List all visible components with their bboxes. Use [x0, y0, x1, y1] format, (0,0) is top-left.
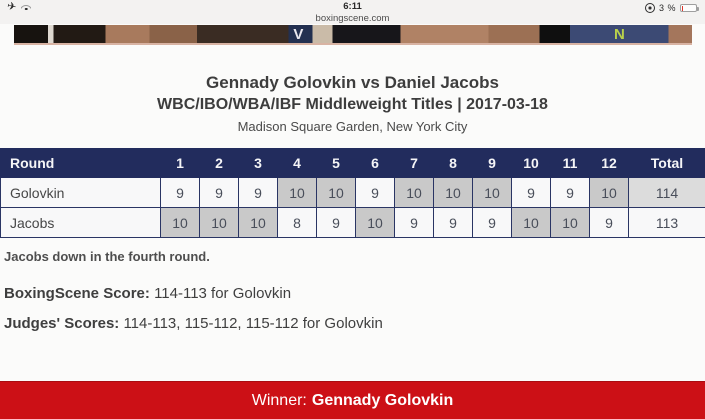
round-score-cell: 10 — [433, 177, 473, 208]
judges-scores-label: Judges' Scores: — [4, 315, 120, 332]
scorecard-header-round: Round — [0, 148, 161, 178]
fight-header: Gennady Golovkin vs Daniel Jacobs WBC/IB… — [0, 71, 705, 137]
status-bar: ✈ 6:11 boxingscene.com 3 % — [0, 0, 705, 24]
fight-venue: Madison Square Garden, New York City — [237, 119, 468, 134]
round-score-cell: 8 — [277, 207, 317, 238]
boxingscene-score-value: 114-113 for Golovkin — [154, 285, 292, 302]
current-site-url: boxingscene.com — [315, 13, 390, 24]
round-score-cell: 9 — [238, 177, 278, 208]
scorecard-header-round-7: 7 — [394, 148, 434, 178]
judges-scores-value: 114-113, 115-112, 115-112 for Golovkin — [123, 315, 383, 332]
scorecard-header-round-10: 10 — [511, 148, 551, 178]
round-score-cell: 9 — [433, 207, 473, 238]
round-score-cell: 9 — [394, 207, 434, 238]
round-score-cell: 10 — [589, 177, 629, 208]
scorecard-header-row: Round 1 2 3 4 5 6 7 8 9 10 11 12 Total — [0, 148, 705, 178]
scorecard-header-total: Total — [628, 148, 705, 178]
fighter-name: Jacobs — [0, 207, 161, 238]
round-score-cell: 10 — [472, 177, 512, 208]
poster-n-letter: N — [614, 26, 625, 43]
judges-scores-line: Judges' Scores: 114-113, 115-112, 115-11… — [4, 315, 383, 332]
fight-poster-image: V N — [14, 25, 692, 45]
round-score-cell: 9 — [199, 177, 239, 208]
status-bar-left: ✈ — [6, 0, 32, 14]
fight-subtitle: WBC/IBO/WBA/IBF Middleweight Titles | 20… — [157, 96, 548, 113]
scorecard-table: Round 1 2 3 4 5 6 7 8 9 10 11 12 Total Golovkin 9 9 9 10 1… — [0, 148, 705, 238]
fight-title: Gennady Golovkin vs Daniel Jacobs — [206, 73, 499, 92]
scorecard-header-round-6: 6 — [355, 148, 395, 178]
status-bar-right: 3 % — [644, 3, 699, 13]
round-score-cell: 9 — [589, 207, 629, 238]
round-score-cell: 9 — [550, 177, 590, 208]
scorecard-body: Golovkin 9 9 9 10 10 9 10 10 10 9 9 10 114 Jacobs 10 10 1… — [0, 177, 705, 238]
scorecard-header-round-9: 9 — [472, 148, 512, 178]
scorecard-header-round-8: 8 — [433, 148, 473, 178]
battery-percent: 3 % — [658, 3, 676, 13]
winner-label: Winner: — [251, 391, 307, 409]
boxingscene-score-label: BoxingScene Score: — [4, 285, 150, 302]
scorecard-row-jacobs: Jacobs 10 10 10 8 9 10 9 9 9 10 10 9 113 — [0, 207, 705, 238]
scorecard-header-round-12: 12 — [589, 148, 629, 178]
winner-banner: Winner: Gennady Golovkin — [0, 381, 705, 419]
winner-name: Gennady Golovkin — [311, 391, 454, 409]
round-score-cell: 9 — [316, 207, 356, 238]
boxingscene-score-line: BoxingScene Score: 114-113 for Golovkin — [4, 285, 291, 302]
round-score-cell: 10 — [277, 177, 317, 208]
total-score-cell: 113 — [628, 207, 705, 238]
scorecard-header-round-4: 4 — [277, 148, 317, 178]
fighter-name: Golovkin — [0, 177, 161, 208]
round-score-cell: 9 — [472, 207, 512, 238]
scorecard-row-golovkin: Golovkin 9 9 9 10 10 9 10 10 10 9 9 10 114 — [0, 177, 705, 208]
scorecard-header-round-1: 1 — [160, 148, 200, 178]
orientation-lock-icon — [644, 3, 655, 13]
round-score-cell: 10 — [316, 177, 356, 208]
round-score-cell: 10 — [238, 207, 278, 238]
wifi-icon — [21, 3, 32, 11]
round-score-cell: 10 — [394, 177, 434, 208]
status-bar-center: 6:11 boxingscene.com — [0, 0, 705, 24]
clock-time: 6:11 — [343, 1, 362, 12]
scorecard-header-round-11: 11 — [550, 148, 590, 178]
round-score-cell: 10 — [550, 207, 590, 238]
battery-icon — [680, 4, 699, 12]
round-score-cell: 9 — [160, 177, 200, 208]
scorecard-header-round-2: 2 — [199, 148, 239, 178]
round-score-cell: 10 — [199, 207, 239, 238]
knockdown-note: Jacobs down in the fourth round. — [4, 249, 210, 264]
scorecard-header-round-5: 5 — [316, 148, 356, 178]
poster-vs-letter: V — [293, 26, 304, 43]
round-score-cell: 10 — [160, 207, 200, 238]
round-score-cell: 9 — [511, 177, 551, 208]
round-score-cell: 10 — [511, 207, 551, 238]
round-score-cell: 9 — [355, 177, 395, 208]
round-score-cell: 10 — [355, 207, 395, 238]
total-score-cell: 114 — [628, 177, 705, 208]
scorecard-header-round-3: 3 — [238, 148, 278, 178]
